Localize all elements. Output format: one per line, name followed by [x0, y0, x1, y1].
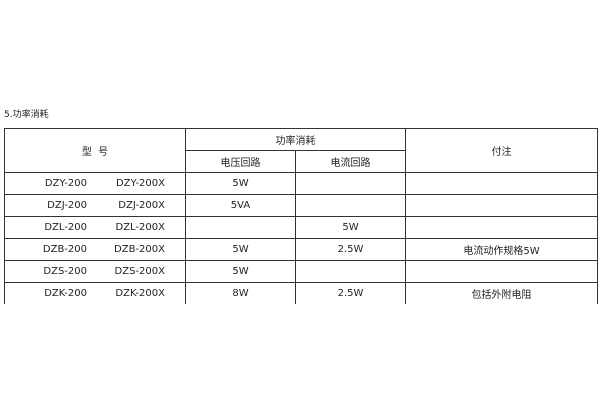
note-cell: [405, 172, 598, 195]
model-a: DZS-200: [43, 266, 87, 277]
current-cell: [295, 260, 406, 283]
note-cell: 电流动作规格5W: [405, 238, 598, 261]
note-cell: [405, 216, 598, 239]
section-title: 5.功率消耗: [4, 110, 49, 120]
model-cell: DZB-200 DZB-200X: [4, 238, 186, 261]
table-row: DZB-200 DZB-200X 5W 2.5W 电流动作规格5W: [4, 238, 598, 261]
model-a: DZB-200: [42, 244, 87, 255]
model-a: DZK-200: [44, 288, 87, 299]
table-row: DZS-200 DZS-200X 5W: [4, 260, 598, 283]
voltage-cell: 5W: [185, 260, 296, 283]
model-b: DZB-200X: [114, 244, 165, 255]
model-b: DZK-200X: [115, 288, 165, 299]
table-row: DZL-200 DZL-200X 5W: [4, 216, 598, 239]
header-voltage-circuit: 电压回路: [185, 150, 296, 173]
table-row: DZY-200 DZY-200X 5W: [4, 172, 598, 195]
current-cell: [295, 172, 406, 195]
current-cell: 2.5W: [295, 282, 406, 304]
model-b: DZY-200X: [115, 178, 165, 189]
current-cell: 5W: [295, 216, 406, 239]
model-b: DZS-200X: [114, 266, 165, 277]
power-consumption-table: 型 号 功率消耗 付注 电压回路 电流回路 DZY-200 DZY-200X 5W…: [4, 128, 598, 304]
table-row: DZJ-200 DZJ-200X 5VA: [4, 194, 598, 217]
voltage-cell: [185, 216, 296, 239]
note-cell: [405, 260, 598, 283]
model-a: DZL-200: [44, 222, 87, 233]
model-cell: DZY-200 DZY-200X: [4, 172, 186, 195]
model-a: DZY-200: [44, 178, 87, 189]
model-b: DZJ-200X: [118, 200, 165, 211]
header-current-circuit: 电流回路: [295, 150, 406, 173]
header-note: 付注: [405, 128, 598, 173]
model-cell: DZK-200 DZK-200X: [4, 282, 186, 304]
voltage-cell: 5VA: [185, 194, 296, 217]
model-b: DZL-200X: [115, 222, 166, 233]
model-a: DZJ-200: [47, 200, 87, 211]
current-cell: 2.5W: [295, 238, 406, 261]
header-power: 功率消耗: [185, 128, 406, 151]
model-cell: DZL-200 DZL-200X: [4, 216, 186, 239]
note-cell: 包括外附电阻: [405, 282, 598, 304]
voltage-cell: 8W: [185, 282, 296, 304]
table-row: DZK-200 DZK-200X 8W 2.5W 包括外附电阻: [4, 282, 598, 304]
voltage-cell: 5W: [185, 172, 296, 195]
note-cell: [405, 194, 598, 217]
current-cell: [295, 194, 406, 217]
model-cell: DZJ-200 DZJ-200X: [4, 194, 186, 217]
voltage-cell: 5W: [185, 238, 296, 261]
model-cell: DZS-200 DZS-200X: [4, 260, 186, 283]
header-model: 型 号: [4, 128, 186, 173]
